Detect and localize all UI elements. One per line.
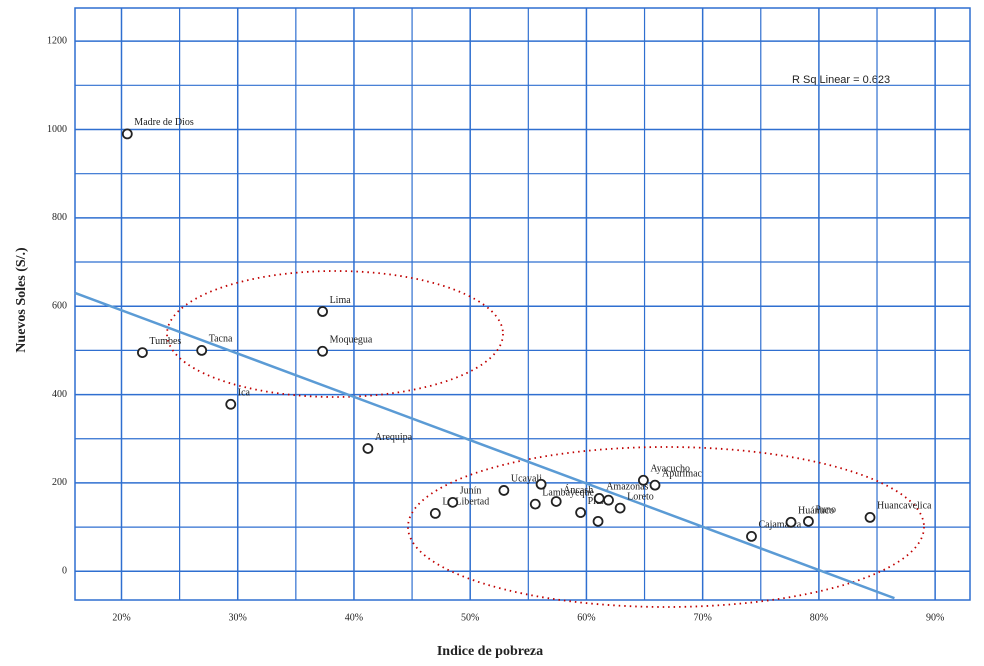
point <box>649 479 661 491</box>
y-tick-label: 1200 <box>47 35 67 46</box>
point-label: Tumbes <box>149 336 181 347</box>
point <box>317 306 328 317</box>
point <box>529 498 541 510</box>
r-squared-annotation: R Sq Linear = 0.623 <box>792 74 890 86</box>
x-axis-title: Indice de pobreza <box>437 644 543 659</box>
point <box>864 511 876 523</box>
point <box>535 478 547 490</box>
point-label: Loreto <box>627 491 654 502</box>
point <box>137 347 148 358</box>
point-label: Arequipa <box>375 432 413 443</box>
x-tick-label: 40% <box>345 612 363 623</box>
point <box>447 496 459 508</box>
point <box>746 530 757 542</box>
point <box>317 345 328 357</box>
y-axis-title: Nuevos Soles (S/.) <box>14 247 29 353</box>
point <box>785 516 797 528</box>
point <box>575 507 587 518</box>
point-label: La Libertad <box>442 497 489 508</box>
point <box>637 474 649 486</box>
point <box>614 502 626 514</box>
point <box>592 515 604 527</box>
x-tick-label: 20% <box>112 612 130 623</box>
point-label: Lambayeque <box>542 487 594 498</box>
highlight-ellipse <box>407 446 925 608</box>
y-tick-label: 400 <box>52 389 67 400</box>
point <box>225 398 237 410</box>
point-label: Cajamarca <box>758 520 801 531</box>
y-tick-label: 800 <box>52 212 67 223</box>
x-tick-label: 30% <box>229 612 247 623</box>
point <box>196 344 208 356</box>
trend-line <box>74 291 895 600</box>
point-label: Tacna <box>209 334 233 345</box>
point-label: Apurímac <box>662 468 703 479</box>
y-tick-label: 0 <box>62 566 67 577</box>
point-label: Huánuco <box>798 506 834 517</box>
point <box>603 494 614 506</box>
point <box>121 128 133 140</box>
point <box>593 492 605 504</box>
point-label: Huancavelica <box>877 501 932 512</box>
x-tick-label: 50% <box>461 612 479 623</box>
x-tick-label: 60% <box>577 612 595 623</box>
point <box>498 485 510 496</box>
point-label: Ucayali <box>511 474 542 485</box>
point-label: Junín <box>460 486 482 497</box>
point-label: Áncash <box>563 484 593 496</box>
x-tick-label: 90% <box>926 612 944 623</box>
point-label: Ica <box>238 388 251 399</box>
plot-area <box>74 7 971 601</box>
x-tick-label: 70% <box>693 612 711 623</box>
point-label: Lima <box>330 295 352 306</box>
highlight-ellipse <box>166 270 504 398</box>
y-tick-label: 1000 <box>47 124 67 135</box>
point <box>803 515 814 527</box>
point-label: Puno <box>815 505 836 516</box>
point-label: Madre de Dios <box>134 117 194 128</box>
y-tick-label: 600 <box>52 301 67 312</box>
point-label: Amazonas <box>606 482 648 493</box>
point <box>429 508 441 519</box>
x-tick-label: 80% <box>810 612 828 623</box>
point-label: Moquegua <box>330 335 373 346</box>
y-tick-label: 200 <box>52 477 67 488</box>
point <box>550 496 562 507</box>
point-label: Ayacucho <box>650 464 690 475</box>
point <box>362 443 374 454</box>
